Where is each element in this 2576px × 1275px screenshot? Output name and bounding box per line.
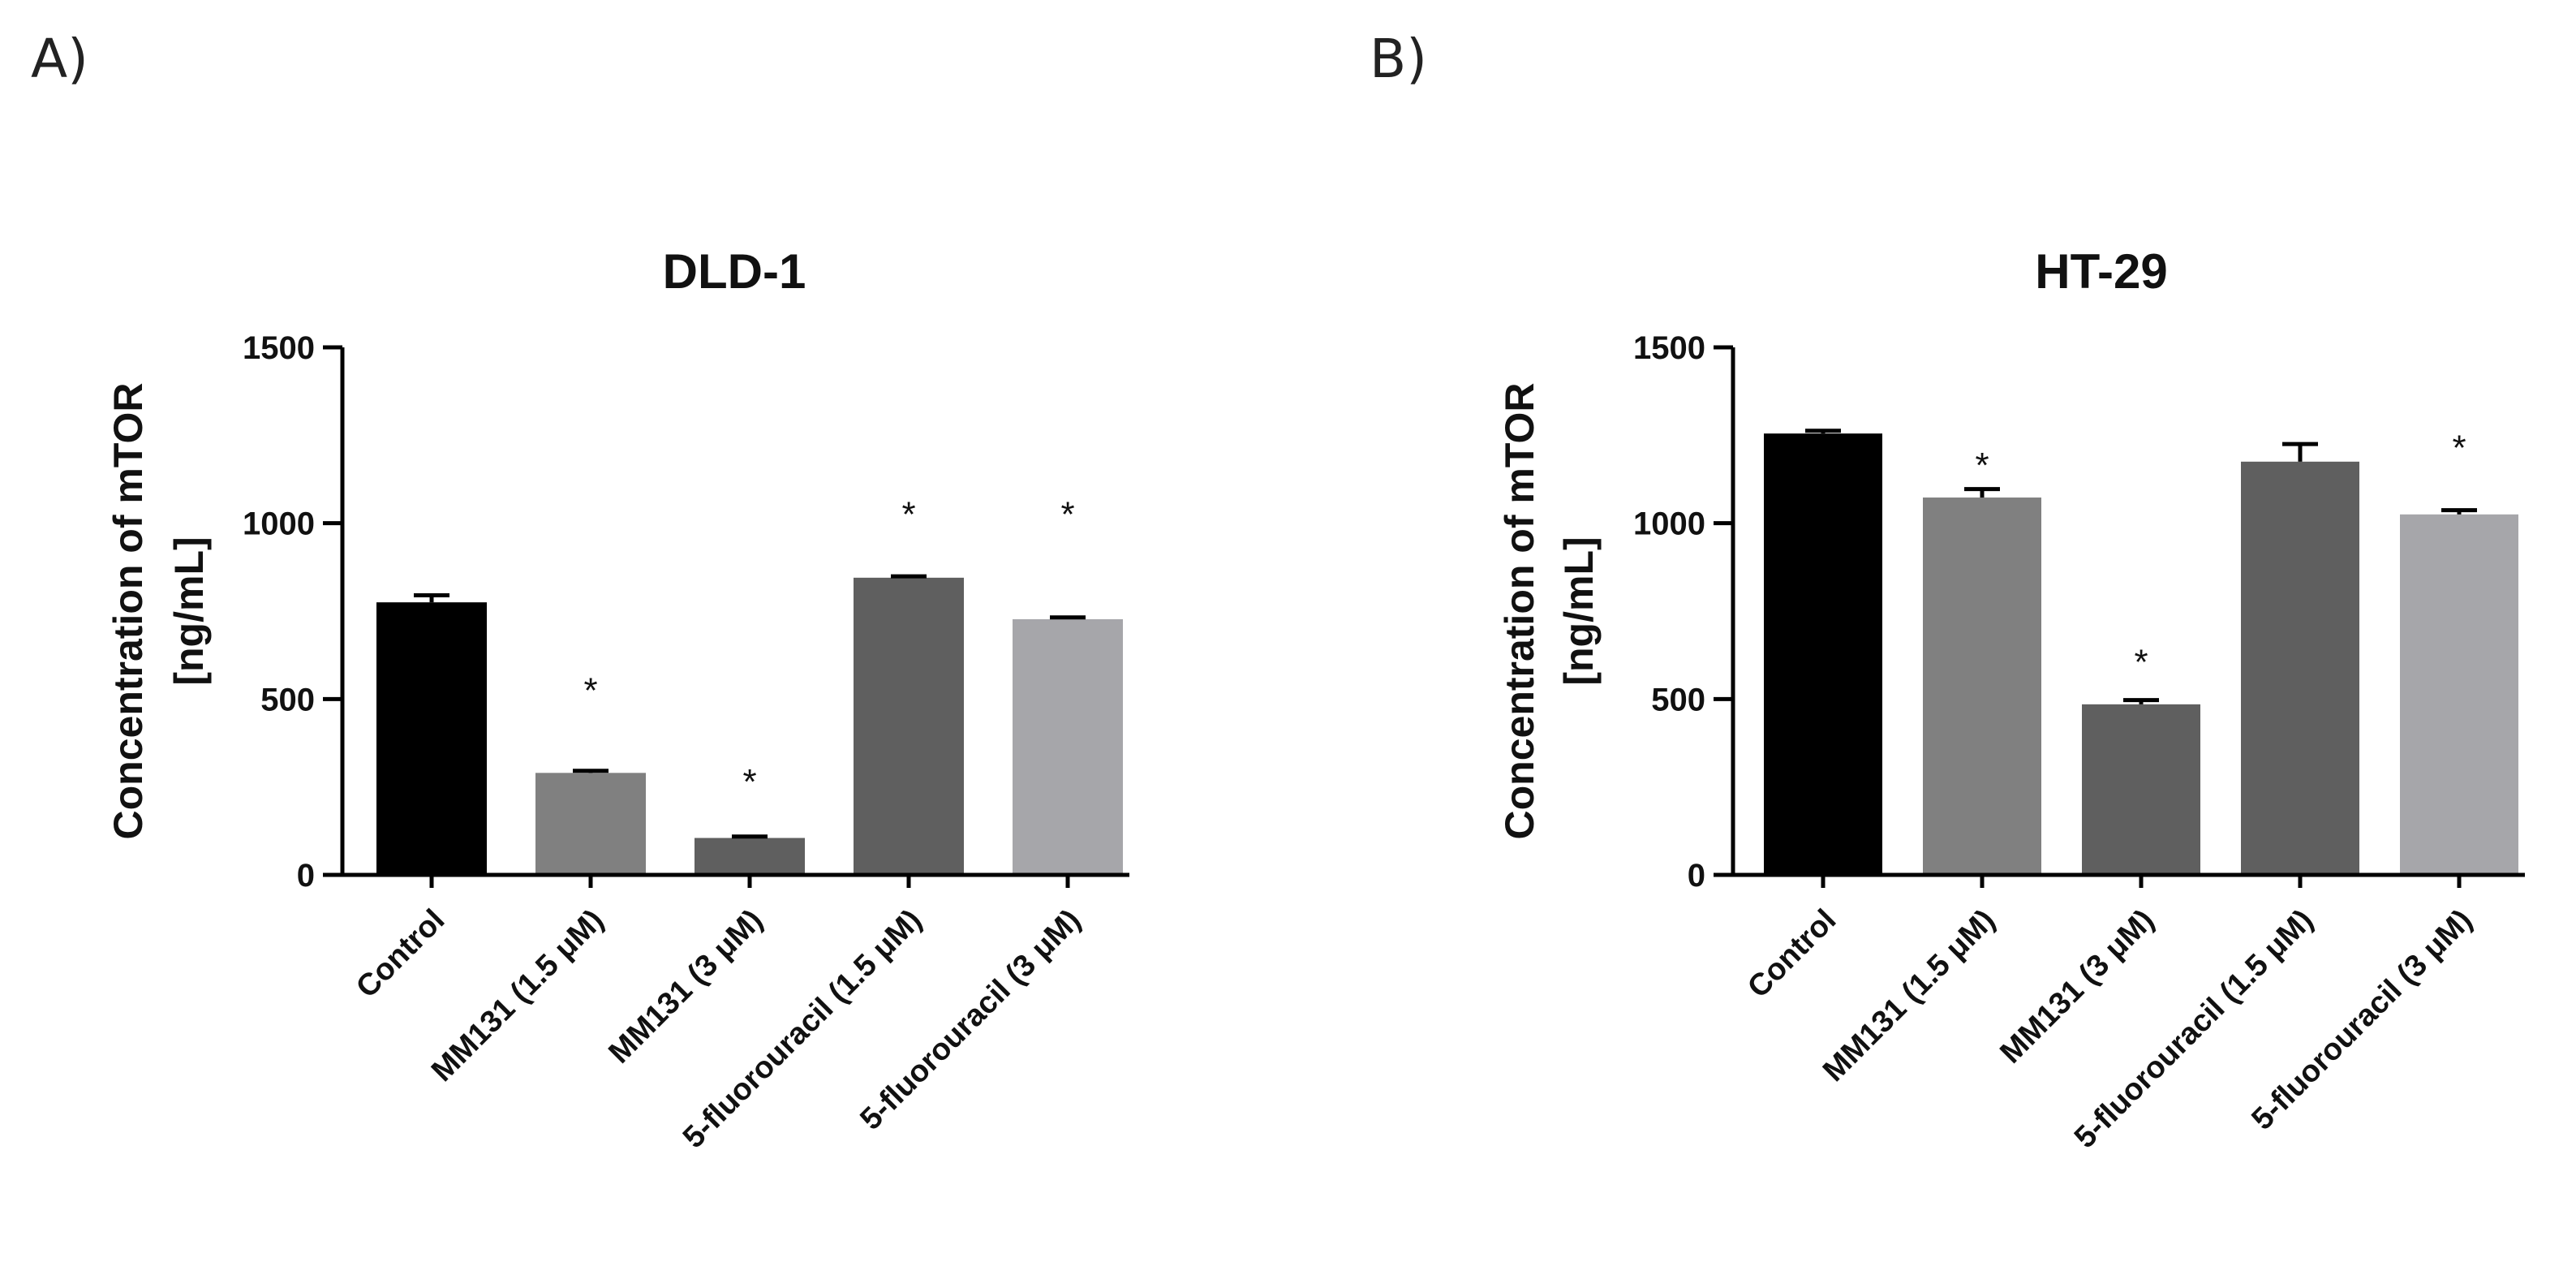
bar [2082, 704, 2200, 875]
x-tick-label: MM131 (1.5 μM) [425, 903, 610, 1088]
significance-marker: * [1975, 446, 1989, 485]
chart-ht29: HT-29 Concentration of mTOR [ng/mL] Control… [1497, 244, 2525, 1155]
x-tick-label: Control [350, 903, 451, 1005]
x-tick-label: Control [1741, 903, 1843, 1005]
bar [1923, 498, 2041, 875]
bar [695, 838, 805, 875]
panel-label-a: A) [31, 28, 88, 90]
significance-marker: * [583, 670, 597, 710]
y-tick-label: 1000 [243, 506, 315, 542]
y-tick-label: 0 [1688, 858, 1705, 894]
significance-marker: * [742, 762, 756, 802]
bar [1764, 433, 1882, 875]
bar [376, 602, 487, 875]
bar [854, 577, 964, 875]
x-tick-label: MM131 (3 μM) [1993, 903, 2161, 1070]
y-axis-label: Concentration of mTOR [105, 383, 151, 840]
significance-marker: * [2452, 428, 2466, 467]
chart-title: HT-29 [2035, 244, 2167, 299]
y-tick-label: 1500 [243, 330, 315, 366]
bar [2241, 461, 2359, 875]
y-tick-label: 0 [297, 858, 315, 894]
y-axis-label-units: [ng/mL] [166, 536, 212, 685]
x-tick-label: MM131 (3 μM) [602, 903, 769, 1070]
bar [2400, 514, 2518, 875]
significance-marker: * [2134, 643, 2148, 683]
chart-title: DLD-1 [663, 244, 806, 299]
significance-marker: * [1060, 495, 1074, 535]
panel-label-b: B) [1370, 28, 1427, 90]
x-tick-label: MM131 (1.5 μM) [1817, 903, 2002, 1088]
bar [535, 773, 646, 875]
y-tick-label: 500 [1651, 682, 1705, 717]
y-axis-label: Concentration of mTOR [1497, 383, 1542, 840]
y-tick-label: 1500 [1633, 330, 1705, 366]
y-tick-label: 1000 [1633, 506, 1705, 542]
significance-marker: * [901, 495, 915, 535]
chart-dld1: DLD-1 Concentration of mTOR [ng/mL] Control… [105, 244, 1129, 1155]
y-tick-label: 500 [260, 682, 315, 717]
y-axis-label-units: [ng/mL] [1556, 536, 1602, 685]
bar [1013, 618, 1123, 875]
